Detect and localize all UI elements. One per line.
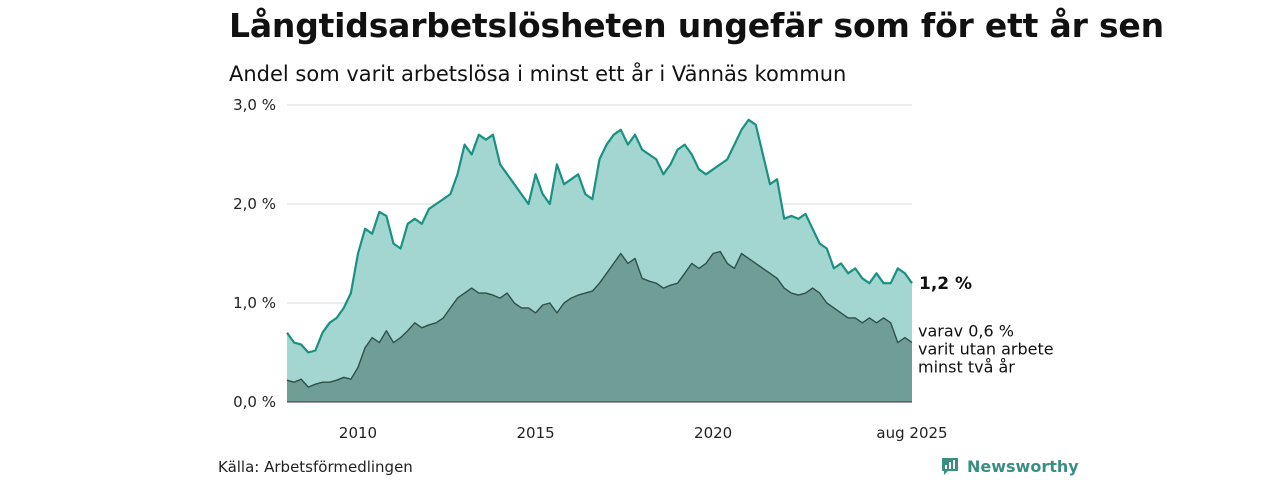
series-2-area [287, 251, 912, 402]
series-2-end-label-line-1: varav 0,6 % [918, 322, 1014, 341]
series-1-line [286, 118, 913, 354]
chart-subtitle: Andel som varit arbetslösa i minst ett å… [229, 62, 847, 86]
y-axis-ticks: 0,0 % 1,0 % 2,0 % 3,0 % [233, 96, 276, 411]
chart-areas [286, 118, 913, 403]
x-axis-ticks: 2010 2015 2020 aug 2025 [339, 424, 948, 442]
y-tick-label-1: 1,0 % [233, 294, 276, 312]
x-tick-label-3: aug 2025 [876, 424, 947, 442]
y-tick-label-3: 3,0 % [233, 96, 276, 114]
x-tick-label-2: 2020 [694, 424, 732, 442]
y-tick-label-2: 2,0 % [233, 195, 276, 213]
brand-name: Newsworthy [967, 456, 1079, 476]
series-1-end-label: 1,2 % [919, 274, 972, 294]
brand-logo: Newsworthy [940, 456, 1079, 476]
x-tick-label-1: 2015 [516, 424, 554, 442]
series-2-end-label-line-2: varit utan arbete [918, 340, 1054, 359]
chart-title: Långtidsarbetslösheten ungefär som för e… [229, 6, 1164, 45]
series-2-end-label-line-3: minst två år [918, 358, 1015, 377]
series-2-line [286, 250, 913, 388]
source-note: Källa: Arbetsförmedlingen [218, 458, 413, 476]
x-tick-label-0: 2010 [339, 424, 377, 442]
y-tick-label-0: 0,0 % [233, 393, 276, 411]
newsworthy-icon [942, 458, 958, 475]
